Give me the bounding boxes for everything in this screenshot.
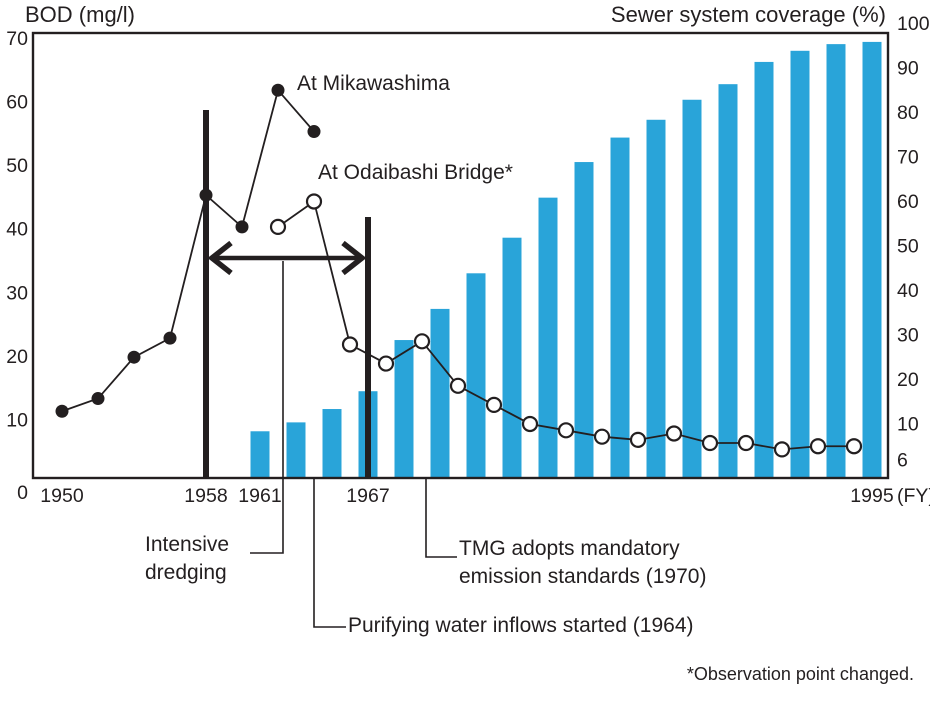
leader-intensive-dredging bbox=[250, 261, 284, 554]
left-tick-20: 20 bbox=[6, 346, 28, 368]
right-tick-60: 60 bbox=[897, 191, 919, 213]
right-tick-40: 40 bbox=[897, 280, 919, 302]
coverage-bar-1987 bbox=[718, 84, 738, 478]
coverage-bar-1965 bbox=[322, 409, 342, 477]
point-odaibashi-1992 bbox=[809, 438, 827, 455]
point-odaibashi-1962 bbox=[269, 218, 287, 235]
arrowhead-right bbox=[341, 240, 367, 276]
right-tick-20: 20 bbox=[897, 369, 919, 391]
coverage-bar-1979 bbox=[574, 162, 594, 478]
point-mikawashima-1960 bbox=[235, 220, 249, 234]
annotation-tmg-emission-standards: TMG adopts mandatory emission standards … bbox=[459, 537, 707, 588]
right-tick-30: 30 bbox=[897, 325, 919, 347]
right-tick-6: 6 bbox=[897, 449, 908, 471]
x-tick-1961: 1961 bbox=[238, 485, 281, 507]
coverage-bar-1973 bbox=[466, 273, 486, 477]
right-tick-10: 10 bbox=[897, 414, 919, 436]
x-axis-unit-label: (FY) bbox=[897, 485, 930, 507]
leader-purifying-water bbox=[313, 478, 346, 628]
left-tick-50: 50 bbox=[6, 155, 28, 177]
right-axis-title: Sewer system coverage (%) bbox=[610, 2, 886, 27]
point-odaibashi-1972 bbox=[449, 377, 467, 394]
coverage-bar-1961 bbox=[250, 431, 270, 477]
coverage-bar-1983 bbox=[646, 119, 666, 478]
annotation-intensive-dredging: Intensive dredging bbox=[145, 533, 230, 584]
x-tick-1958: 1958 bbox=[184, 485, 227, 507]
point-odaibashi-1968 bbox=[377, 355, 395, 372]
point-mikawashima-1952 bbox=[91, 392, 105, 406]
annotation-purifying-water-inflows: Purifying water inflows started (1964) bbox=[348, 614, 694, 637]
right-tick-70: 70 bbox=[897, 147, 919, 169]
point-odaibashi-1966 bbox=[341, 336, 359, 353]
coverage-bar-1977 bbox=[538, 197, 558, 477]
coverage-bar-1993 bbox=[826, 44, 846, 477]
line-mikawashima bbox=[61, 88, 315, 413]
point-odaibashi-1990 bbox=[773, 441, 791, 458]
left-tick-30: 30 bbox=[6, 282, 28, 304]
point-odaibashi-1994 bbox=[845, 438, 863, 455]
point-odaibashi-1978 bbox=[557, 422, 575, 439]
footnote-observation-point: *Observation point changed. bbox=[686, 664, 914, 684]
coverage-bar-1981 bbox=[610, 137, 630, 477]
point-odaibashi-1964 bbox=[305, 193, 323, 210]
left-tick-10: 10 bbox=[6, 409, 28, 431]
point-mikawashima-1964 bbox=[307, 125, 321, 139]
point-odaibashi-1982 bbox=[629, 431, 647, 448]
coverage-bar-1995 bbox=[862, 41, 882, 478]
left-tick-40: 40 bbox=[6, 219, 28, 241]
x-tick-1967: 1967 bbox=[346, 485, 389, 507]
coverage-bar-1991 bbox=[790, 50, 810, 478]
left-tick-0: 0 bbox=[17, 482, 28, 504]
right-tick-100: 100 bbox=[897, 13, 930, 35]
right-tick-90: 90 bbox=[897, 58, 919, 80]
point-odaibashi-1986 bbox=[701, 434, 719, 452]
series-label-mikawashima: At Mikawashima bbox=[297, 72, 450, 95]
coverage-bar-1971 bbox=[430, 308, 450, 477]
point-odaibashi-1970 bbox=[413, 333, 431, 350]
left-tick-70: 70 bbox=[6, 28, 28, 50]
x-tick-1950: 1950 bbox=[40, 485, 84, 507]
left-axis-title: BOD (mg/l) bbox=[25, 2, 135, 27]
arrowhead-left bbox=[207, 240, 233, 276]
coverage-bar-1989 bbox=[754, 61, 774, 478]
point-odaibashi-1988 bbox=[737, 434, 755, 452]
series-label-odaibashi-bridge: At Odaibashi Bridge* bbox=[318, 161, 513, 184]
x-tick-1995: 1995 bbox=[850, 485, 894, 507]
point-mikawashima-1954 bbox=[127, 350, 141, 364]
point-odaibashi-1974 bbox=[485, 396, 503, 413]
plot-border bbox=[31, 31, 890, 480]
coverage-bar-1975 bbox=[502, 237, 522, 477]
point-mikawashima-1956 bbox=[163, 331, 177, 345]
point-mikawashima-1958 bbox=[199, 188, 213, 202]
right-tick-50: 50 bbox=[897, 236, 919, 258]
point-mikawashima-1962 bbox=[271, 83, 285, 97]
point-mikawashima-1950 bbox=[55, 404, 69, 418]
coverage-bar-1969 bbox=[394, 340, 414, 477]
leader-tmg bbox=[425, 478, 457, 558]
coverage-bar-1963 bbox=[286, 422, 306, 477]
point-odaibashi-1976 bbox=[521, 415, 539, 433]
coverage-bar-1985 bbox=[682, 99, 702, 477]
right-tick-80: 80 bbox=[897, 102, 919, 124]
point-odaibashi-1984 bbox=[665, 425, 683, 442]
point-odaibashi-1980 bbox=[593, 428, 611, 445]
left-tick-60: 60 bbox=[6, 92, 28, 114]
